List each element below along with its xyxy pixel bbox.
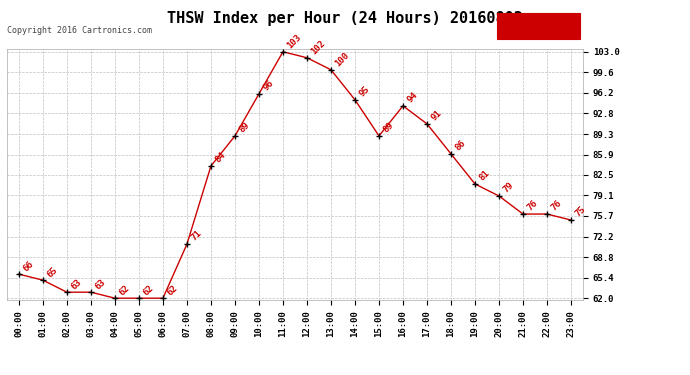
Text: 81: 81 <box>477 169 491 183</box>
Text: 76: 76 <box>549 199 564 213</box>
Text: 86: 86 <box>453 139 467 153</box>
Text: 63: 63 <box>93 277 107 291</box>
Text: 91: 91 <box>429 109 444 123</box>
Text: 100: 100 <box>333 51 351 69</box>
Text: 102: 102 <box>309 39 327 57</box>
Text: 89: 89 <box>382 121 395 135</box>
Text: 95: 95 <box>357 85 371 99</box>
Text: 62: 62 <box>166 283 179 297</box>
Text: 66: 66 <box>21 259 35 273</box>
Text: 76: 76 <box>526 199 540 213</box>
Text: 71: 71 <box>189 229 204 243</box>
Text: 62: 62 <box>117 283 131 297</box>
Text: THSW  (°F): THSW (°F) <box>511 22 565 31</box>
Text: Copyright 2016 Cartronics.com: Copyright 2016 Cartronics.com <box>7 26 152 35</box>
Text: THSW Index per Hour (24 Hours) 20160802: THSW Index per Hour (24 Hours) 20160802 <box>167 11 523 26</box>
Text: 65: 65 <box>46 265 59 279</box>
Text: 62: 62 <box>141 283 155 297</box>
Text: 75: 75 <box>573 205 587 219</box>
Text: 89: 89 <box>237 121 251 135</box>
Text: 96: 96 <box>262 79 275 93</box>
Text: 63: 63 <box>69 277 83 291</box>
Text: 84: 84 <box>213 151 227 165</box>
Text: 94: 94 <box>406 91 420 105</box>
Text: 79: 79 <box>502 181 515 195</box>
Text: 103: 103 <box>286 33 303 51</box>
